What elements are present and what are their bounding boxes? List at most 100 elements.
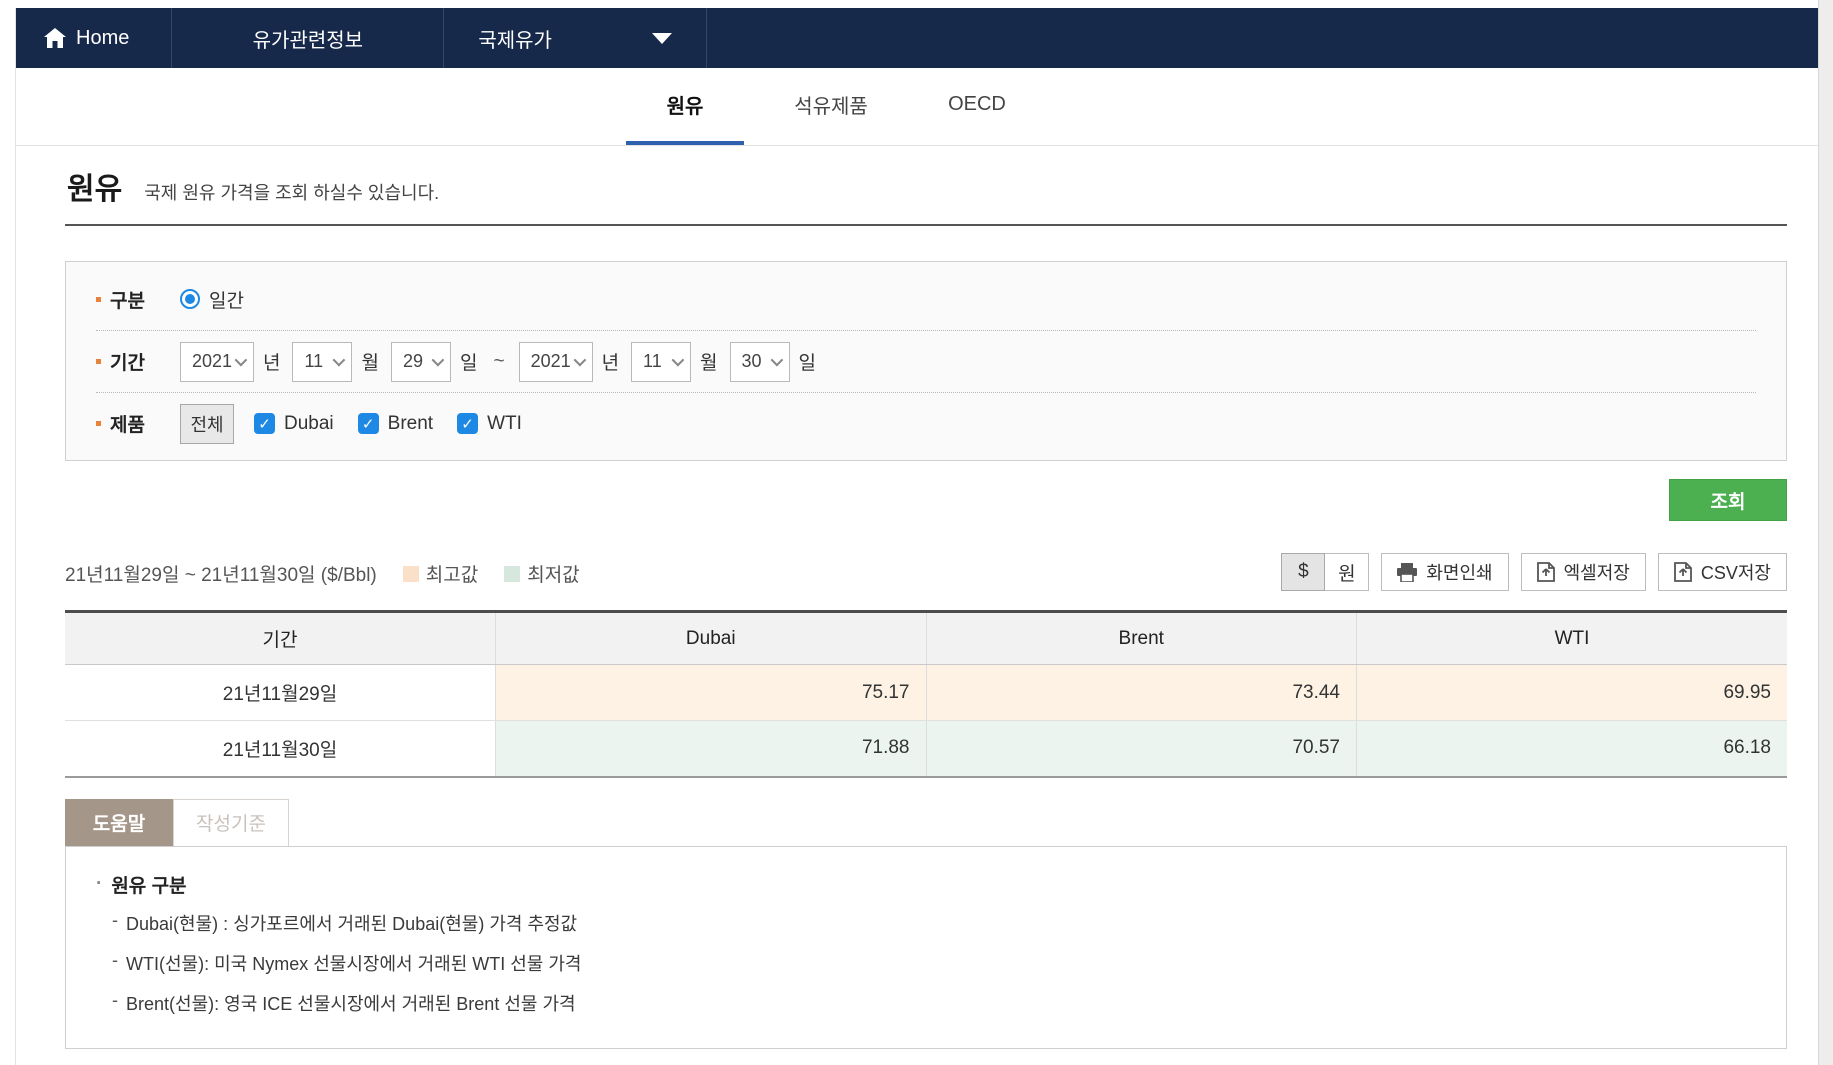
tab-petroleum-products[interactable]: 석유제품: [794, 96, 868, 118]
brent-checkbox[interactable]: ✓: [357, 413, 379, 434]
wti-checkbox[interactable]: ✓: [457, 413, 479, 434]
help-line-dubai: - Dubai(현물) : 싱가포르에서 거래된 Dubai(현물) 가격 추정…: [112, 910, 1756, 938]
bullet-icon: [96, 359, 101, 364]
low-legend-swatch-icon: [504, 565, 521, 582]
row-date: 21년11월29일: [65, 664, 496, 721]
bullet-icon: [96, 421, 101, 426]
dubai-checkbox-item[interactable]: ✓ Dubai: [254, 413, 334, 435]
header-dubai: Dubai: [495, 611, 926, 665]
main-content: 원유 국제 원유 가격을 조회 하실수 있습니다. 구분 일간 기간: [16, 146, 1818, 1049]
dash-icon: -: [112, 909, 118, 930]
help-title-row: · 원유 구분: [96, 871, 1756, 898]
dash-icon: -: [112, 989, 118, 1010]
daily-radio-label[interactable]: 일간: [209, 290, 244, 312]
period-label-wrap: 기간: [96, 348, 180, 375]
help-content: · 원유 구분 - Dubai(현물) : 싱가포르에서 거래된 Dubai(현…: [65, 845, 1787, 1049]
tab-crude-oil[interactable]: 원유: [626, 68, 744, 145]
print-button[interactable]: 화면인쇄: [1381, 553, 1509, 591]
csv-save-button[interactable]: CSV저장: [1657, 553, 1787, 591]
wti-checkbox-item[interactable]: ✓ WTI: [457, 413, 522, 435]
tab-help[interactable]: 도움말: [65, 798, 173, 846]
title-row: 원유 국제 원유 가격을 조회 하실수 있습니다.: [65, 146, 1787, 226]
chevron-down-icon: [652, 32, 673, 44]
year-unit-label: 년: [263, 353, 281, 374]
bullet-icon: [96, 296, 101, 302]
home-icon: [44, 28, 66, 48]
row-date: 21년11월30일: [65, 720, 496, 777]
legend-low: 최저값: [504, 560, 580, 587]
scrollbar-track[interactable]: [1818, 0, 1833, 1065]
help-line-wti: - WTI(선물): 미국 Nymex 선물시장에서 거래된 WTI 선물 가격: [112, 950, 1756, 978]
category-label: 구분: [110, 290, 145, 312]
form-row-category: 구분 일간: [96, 268, 1756, 330]
day-unit-label: 일: [798, 353, 817, 374]
result-toolbar: 21년11월29일 ~ 21년11월30일 ($/Bbl) 최고값 최저값 $ …: [65, 553, 1787, 591]
wti-value: 69.95: [1356, 664, 1787, 721]
daily-radio[interactable]: [180, 289, 200, 309]
page-container: Home 유가관련정보 국제유가 원유 석유제품 OECD 원유 국제 원유 가…: [15, 8, 1818, 1065]
nav-home-label: Home: [76, 26, 130, 49]
nav-oil-price-info-label: 유가관련정보: [252, 29, 364, 52]
printer-icon: [1397, 562, 1418, 582]
dubai-checkbox[interactable]: ✓: [254, 413, 275, 434]
brent-value: 70.57: [925, 720, 1357, 777]
period-label: 기간: [110, 353, 145, 374]
action-buttons: $ 원 화면인쇄: [1281, 553, 1787, 591]
price-table: 기간 Dubai Brent WTI 21년11월29일 75.17 73.44…: [65, 610, 1787, 778]
category-label-wrap: 구분: [96, 286, 180, 313]
dash-icon: -: [112, 949, 118, 970]
high-legend-swatch-icon: [402, 565, 419, 582]
brent-checkbox-item[interactable]: ✓ Brent: [357, 413, 433, 435]
start-month-select[interactable]: 11: [292, 341, 353, 382]
year-unit-label: 년: [601, 353, 620, 374]
wti-checkbox-label: WTI: [487, 412, 522, 434]
table-row: 21년11월30일 71.88 70.57 66.18: [65, 720, 1787, 777]
tilde-label: ~: [493, 350, 505, 372]
header-brent: Brent: [925, 611, 1357, 665]
search-form: 구분 일간 기간 2021 년: [65, 261, 1787, 461]
nav-international-oil-label: 국제유가: [478, 29, 552, 52]
form-row-product: 제품 전체 ✓ Dubai ✓ Brent ✓ WTI: [96, 392, 1756, 454]
product-label: 제품: [110, 415, 145, 436]
header-period: 기간: [65, 611, 496, 665]
month-unit-label: 월: [700, 353, 718, 374]
start-year-select[interactable]: 2021: [180, 341, 254, 382]
file-save-icon: [1673, 562, 1692, 582]
table-header-row: 기간 Dubai Brent WTI: [65, 611, 1787, 665]
dubai-value: 71.88: [495, 720, 926, 777]
excel-save-button[interactable]: 엑셀저장: [1520, 553, 1646, 591]
nav-oil-price-info[interactable]: 유가관련정보: [172, 8, 445, 68]
sub-tab-bar: 원유 석유제품 OECD: [16, 68, 1818, 146]
start-day-select[interactable]: 29: [390, 341, 451, 382]
result-caption-wrap: 21년11월29일 ~ 21년11월30일 ($/Bbl) 최고값 최저값: [65, 560, 580, 591]
page-title: 원유: [67, 173, 123, 206]
end-day-select[interactable]: 30: [729, 341, 790, 382]
wti-value: 66.18: [1356, 720, 1787, 777]
brent-value: 73.44: [925, 664, 1357, 721]
search-button[interactable]: 조회: [1669, 479, 1787, 521]
result-caption: 21년11월29일 ~ 21년11월30일 ($/Bbl): [65, 565, 377, 586]
currency-dollar-button[interactable]: $: [1281, 553, 1326, 591]
chevron-down-icon: [573, 353, 586, 367]
chevron-down-icon: [431, 353, 445, 367]
legend-high-label: 최고값: [425, 565, 479, 586]
currency-won-button[interactable]: 원: [1325, 553, 1370, 591]
help-title: 원유 구분: [111, 875, 187, 897]
nav-home[interactable]: Home: [16, 8, 173, 68]
table-row: 21년11월29일 75.17 73.44 69.95: [65, 664, 1787, 721]
file-save-icon: [1536, 562, 1555, 582]
chevron-down-icon: [770, 353, 783, 367]
help-line-brent: - Brent(선물): 영국 ICE 선물시장에서 거래된 Brent 선물 …: [112, 990, 1756, 1018]
tab-criteria[interactable]: 작성기준: [173, 798, 289, 846]
form-row-period: 기간 2021 년 11 월 29: [96, 330, 1756, 392]
tab-oecd[interactable]: OECD: [948, 93, 1006, 115]
nav-international-oil[interactable]: 국제유가: [444, 8, 708, 68]
end-year-select[interactable]: 2021: [518, 341, 593, 382]
end-month-select[interactable]: 11: [631, 341, 692, 382]
help-tab-bar: 도움말 작성기준: [65, 798, 1787, 846]
dot-bullet-icon: ·: [96, 873, 103, 894]
dubai-checkbox-label: Dubai: [284, 412, 334, 434]
header-wti: WTI: [1356, 611, 1787, 665]
currency-toggle: $ 원: [1281, 553, 1370, 591]
select-all-button[interactable]: 전체: [180, 403, 234, 444]
